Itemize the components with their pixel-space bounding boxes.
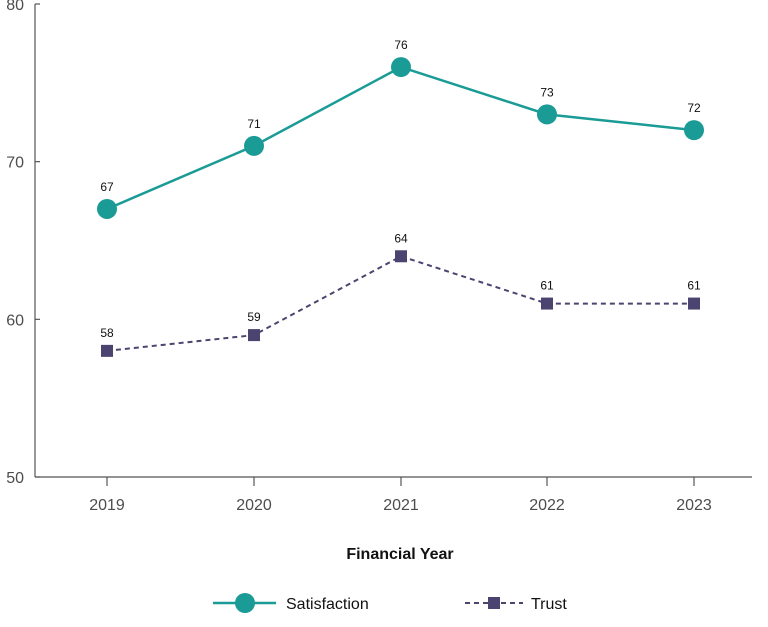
data-point [688, 297, 700, 310]
data-point [97, 198, 117, 219]
data-point [684, 120, 704, 141]
series-line [106, 65, 695, 211]
data-point [541, 297, 553, 310]
series-satisfaction: 67 71 76 73 72 [97, 38, 704, 219]
x-tick-label: 2023 [676, 497, 712, 514]
x-tick-label: 2019 [89, 497, 125, 514]
y-axis-ticks: 50 60 70 80 [6, 0, 40, 487]
data-label: 59 [247, 310, 261, 324]
data-label: 61 [540, 279, 554, 293]
data-point [537, 104, 557, 125]
data-label: 71 [247, 117, 261, 131]
x-tick-label: 2020 [236, 497, 272, 514]
y-tick-label: 70 [6, 155, 24, 172]
legend-marker [235, 593, 255, 613]
data-label: 76 [394, 38, 408, 52]
data-label: 67 [100, 180, 114, 194]
x-tick-label: 2022 [529, 497, 565, 514]
legend-label: Satisfaction [286, 596, 369, 613]
y-tick-label: 80 [6, 0, 24, 14]
legend-label: Trust [531, 596, 567, 613]
x-axis-ticks: 2019 2020 2021 2022 2023 [89, 477, 712, 514]
data-point [101, 344, 113, 357]
y-tick-label: 50 [6, 470, 24, 487]
legend-item-satisfaction: Satisfaction [213, 593, 369, 613]
series-trust: 58 59 64 61 61 [100, 231, 701, 357]
data-label: 72 [687, 101, 701, 115]
x-axis-title: Financial Year [346, 546, 453, 563]
y-tick-label: 60 [6, 312, 24, 329]
x-tick-label: 2021 [383, 497, 419, 514]
data-point [244, 135, 264, 156]
legend-marker [488, 597, 500, 609]
series-line [106, 255, 694, 352]
data-label: 61 [687, 279, 701, 293]
legend: Satisfaction Trust [213, 593, 567, 613]
data-point [248, 329, 260, 342]
data-point [391, 57, 411, 78]
data-label: 58 [100, 326, 114, 340]
data-label: 73 [540, 85, 554, 99]
data-label: 64 [394, 231, 408, 245]
series-layer: 67 71 76 73 72 58 59 64 61 61 [97, 38, 704, 357]
data-point [395, 250, 407, 263]
legend-item-trust: Trust [465, 596, 567, 613]
